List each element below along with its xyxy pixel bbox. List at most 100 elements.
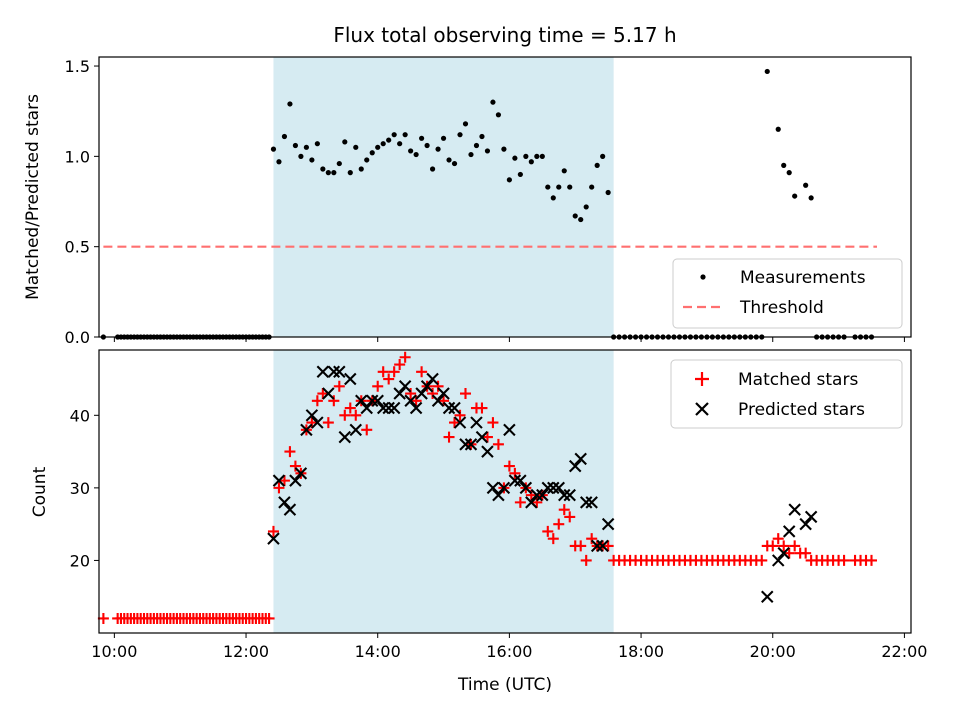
bottom-legend-box bbox=[670, 359, 903, 429]
predicted-star-point bbox=[349, 423, 363, 437]
measurement-point bbox=[336, 160, 342, 167]
measurement-point bbox=[408, 148, 414, 154]
matched-star-point bbox=[487, 417, 499, 429]
measurement-point bbox=[380, 141, 386, 147]
matched-star-point bbox=[267, 525, 279, 537]
x-tick-label: 22:00 bbox=[881, 642, 927, 661]
top-legend-box bbox=[672, 258, 903, 329]
matched-star-point bbox=[481, 431, 493, 443]
x-axis-label: Time (UTC) bbox=[457, 675, 552, 695]
matched-star-point bbox=[97, 612, 109, 624]
measurement-point bbox=[567, 184, 573, 190]
matched-star-point bbox=[328, 395, 340, 407]
measurement-point bbox=[512, 155, 518, 161]
predicted-star-point bbox=[344, 372, 357, 386]
measurement-point bbox=[303, 144, 309, 150]
measurement-point bbox=[764, 68, 770, 75]
predicted-star-point bbox=[360, 401, 373, 415]
matched-star-point bbox=[273, 482, 285, 494]
predicted-star-point bbox=[283, 503, 297, 516]
measurement-point bbox=[479, 133, 485, 140]
predicted-star-point bbox=[547, 481, 560, 495]
predicted-star-point bbox=[327, 365, 341, 379]
predicted-star-point bbox=[761, 590, 774, 603]
predicted-star-point bbox=[426, 372, 439, 386]
predicted-star-point bbox=[552, 481, 566, 495]
matched-star-point bbox=[432, 380, 444, 392]
predicted-star-point bbox=[503, 423, 516, 437]
predicted-star-point bbox=[459, 438, 472, 451]
predicted-star-point bbox=[590, 539, 604, 553]
predicted-star-point bbox=[519, 481, 533, 495]
matched-star-point bbox=[800, 547, 812, 559]
matched-star-point bbox=[575, 540, 587, 552]
measurement-point bbox=[517, 171, 523, 178]
predicted-star-point bbox=[541, 481, 555, 495]
matched-star-point bbox=[443, 431, 455, 443]
predicted-star-point bbox=[267, 532, 280, 545]
measurement-point bbox=[506, 177, 512, 183]
matched-star-point bbox=[767, 540, 779, 552]
measurement-point bbox=[419, 135, 425, 141]
predicted-star-point bbox=[371, 394, 384, 408]
predicted-star-point bbox=[311, 416, 324, 429]
measurement-point bbox=[435, 146, 441, 152]
matched-star-point bbox=[531, 496, 543, 508]
matched-star-point bbox=[278, 475, 290, 487]
matched-star-point bbox=[509, 467, 521, 479]
predicted-star-point bbox=[558, 488, 571, 502]
matched-star-point bbox=[284, 446, 296, 458]
predicted-star-point bbox=[300, 423, 313, 437]
measurement-point bbox=[446, 157, 452, 163]
legend-matched-marker bbox=[695, 372, 709, 386]
predicted-star-point bbox=[475, 430, 489, 444]
matched-star-point bbox=[377, 366, 389, 378]
matched-star-point bbox=[399, 351, 411, 363]
matched-star-point bbox=[339, 409, 351, 421]
predicted-star-point bbox=[514, 474, 527, 487]
predicted-star-point bbox=[393, 387, 406, 400]
predicted-star-point bbox=[322, 387, 335, 400]
matched-star-point bbox=[322, 417, 334, 429]
bottom-ticks: 10:00 12:00 14:00 16:00 18:00 20:00 22:00 20 30 4… bbox=[70, 406, 928, 661]
measurement-point bbox=[429, 166, 436, 172]
predicted-star-point bbox=[382, 401, 395, 415]
matched-star-point bbox=[525, 489, 537, 501]
measurement-point bbox=[298, 153, 304, 159]
matched-star-point bbox=[372, 380, 384, 392]
predicted-star-point bbox=[437, 387, 450, 400]
predicted-star-point bbox=[486, 481, 500, 495]
measurement-point bbox=[391, 132, 397, 138]
matched-star-point bbox=[383, 373, 395, 385]
matched-star-point bbox=[410, 395, 422, 407]
measurement-point bbox=[413, 151, 419, 158]
matched-star-point bbox=[405, 388, 417, 400]
top-y-axis-label: Matched/Predicted stars bbox=[23, 94, 43, 300]
predicted-star-point bbox=[563, 488, 576, 502]
predicted-star-point bbox=[771, 554, 785, 567]
measurement-point bbox=[775, 126, 781, 132]
matched-star-point bbox=[344, 402, 356, 414]
measurement-point bbox=[342, 139, 348, 145]
x-tick-label: 14:00 bbox=[355, 642, 401, 661]
matched-star-point bbox=[449, 417, 461, 429]
measurement-point bbox=[424, 142, 430, 149]
measurement-point bbox=[309, 157, 315, 163]
bottom-legend: Matched stars Predicted stars bbox=[670, 359, 903, 429]
predicted-star-point bbox=[601, 517, 615, 531]
predicted-star-point bbox=[530, 488, 544, 502]
legend-matched-label: Matched stars bbox=[738, 370, 858, 390]
measurement-point bbox=[353, 144, 359, 150]
measurement-point bbox=[490, 99, 496, 105]
measurement-point bbox=[583, 204, 589, 210]
predicted-star-point bbox=[492, 488, 505, 502]
predicted-star-point bbox=[289, 474, 302, 487]
matched-star-point bbox=[289, 460, 301, 472]
measurement-point bbox=[534, 153, 540, 159]
top-y-tick-label: 1.0 bbox=[65, 147, 90, 166]
predicted-star-point bbox=[508, 474, 522, 487]
legend-threshold-label: Threshold bbox=[739, 298, 824, 318]
predicted-star-point bbox=[338, 430, 352, 444]
x-tick-label: 10:00 bbox=[91, 642, 137, 661]
matched-star-point bbox=[783, 547, 795, 559]
